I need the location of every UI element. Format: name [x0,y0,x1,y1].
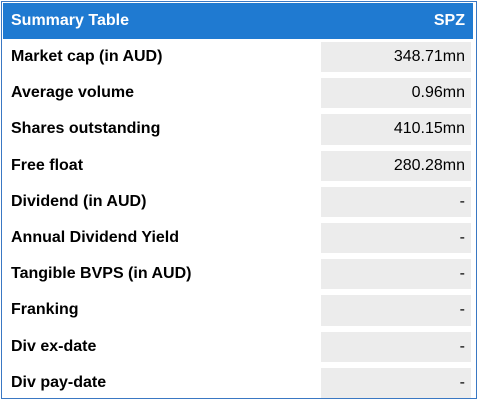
row-value: 280.28mn [321,150,471,181]
row-value: - [321,222,471,254]
row-value: - [321,331,471,362]
table-row-average-volume: Average volume 0.96mn [3,75,473,111]
row-label: Shares outstanding [11,120,161,138]
summary-table-body: Market cap (in AUD) 348.71mn Average vol… [3,39,473,401]
table-row-market-cap: Market cap (in AUD) 348.71mn [3,39,473,75]
row-value: - [321,295,471,326]
table-title: Summary Table [11,12,129,29]
table-row-annual-dividend-yield: Annual Dividend Yield - [3,220,473,256]
row-label: Market cap (in AUD) [11,48,163,66]
table-row-div-pay-date: Div pay-date - [3,365,473,401]
row-label: Div pay-date [11,373,107,391]
row-value: - [321,259,471,290]
row-value: - [321,367,471,398]
row-label: Div ex-date [11,337,97,355]
table-row-shares-outstanding: Shares outstanding 410.15mn [3,111,473,147]
table-row-franking: Franking - [3,292,473,328]
row-value: 348.71mn [321,42,471,73]
table-row-div-ex-date: Div ex-date - [3,329,473,365]
table-row-dividend: Dividend (in AUD) - [3,184,473,220]
row-label: Free float [11,156,84,174]
row-value: 410.15mn [321,114,471,145]
row-label: Dividend (in AUD) [11,192,147,210]
row-label: Franking [11,301,79,319]
table-row-tangible-bvps: Tangible BVPS (in AUD) - [3,256,473,292]
row-label: Average volume [11,84,135,102]
row-value: 0.96mn [321,78,471,109]
ticker-label: SPZ [433,12,465,29]
row-label: Tangible BVPS (in AUD) [11,265,192,283]
row-label: Annual Dividend Yield [11,229,180,247]
table-row-free-float: Free float 280.28mn [3,148,473,184]
row-value: - [321,186,471,217]
summary-table-header: Summary Table SPZ [3,3,473,39]
